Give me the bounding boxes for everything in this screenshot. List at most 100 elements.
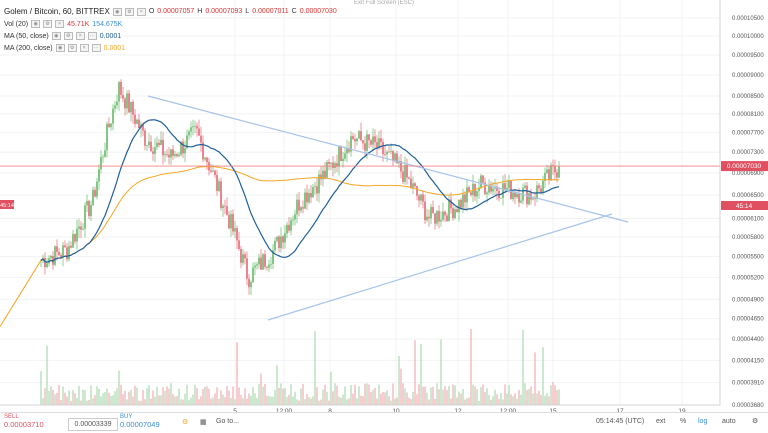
volume-bar [52, 390, 54, 405]
volume-bar [484, 392, 486, 405]
volume-bar [254, 393, 256, 405]
candle-body [310, 192, 312, 198]
x-tick-label: 17 [616, 408, 624, 415]
candle-body [162, 139, 164, 156]
candle-body [416, 186, 418, 196]
volume-bar [488, 394, 490, 405]
volume-bar [444, 386, 446, 405]
ext-toggle[interactable]: ext [656, 418, 666, 425]
goto-button[interactable]: Go to... [216, 418, 239, 425]
open-label: O [148, 8, 155, 15]
volume-legend: Vol (20) ◉ ⚙ × 45.71K 154.675K [4, 20, 122, 28]
candle-body [228, 214, 230, 229]
candle-body [360, 131, 362, 141]
volume-bar [430, 387, 432, 405]
volume-bar [538, 390, 540, 405]
exit-fullscreen-hint[interactable]: Exit Full Screen (ESC) [353, 0, 414, 6]
volume-bar [202, 389, 204, 405]
percent-toggle[interactable]: % [680, 418, 687, 425]
volume-bar [456, 397, 458, 405]
volume-bar [102, 393, 104, 405]
volume-bar [364, 383, 366, 405]
settings-icon[interactable]: ⚙ [43, 20, 53, 28]
close-icon[interactable]: × [136, 7, 146, 16]
candle-body [46, 263, 48, 268]
settings-icon[interactable]: ⚙ [67, 44, 77, 52]
volume-bar [198, 399, 200, 405]
log-toggle[interactable]: log [698, 418, 708, 425]
volume-bar [270, 396, 272, 405]
candle-body [296, 199, 298, 215]
volume-bar [230, 397, 232, 405]
auto-toggle[interactable]: auto [722, 418, 736, 425]
candle-body [370, 140, 372, 145]
volume-bar [288, 394, 290, 405]
volume-bar [308, 396, 310, 405]
candle-body [180, 141, 182, 155]
candle-body [236, 228, 238, 241]
buy-button[interactable]: BUY 0.00007049 [120, 414, 180, 431]
settings-icon[interactable]: ⚙ [124, 7, 134, 16]
candle-body [102, 156, 104, 158]
y-tick-label: 0.00003680 [732, 403, 764, 409]
candle-body [204, 157, 206, 160]
candle-body [392, 151, 394, 162]
volume-bar [92, 398, 94, 405]
candle-body [274, 240, 276, 251]
candle-body [390, 151, 392, 152]
close-icon[interactable]: × [75, 32, 85, 40]
close-icon[interactable]: × [55, 20, 65, 28]
volume-bar [188, 399, 190, 405]
candle-body [490, 185, 492, 192]
volume-bar [86, 400, 88, 405]
candle-body [282, 236, 284, 243]
candle-body [286, 224, 288, 234]
volume-bar [542, 347, 544, 405]
candle-body [468, 187, 470, 193]
volume-bar [182, 399, 184, 405]
volume-bar [438, 389, 440, 405]
volume-bar [48, 390, 50, 405]
y-tick-label: 0.00006100 [732, 216, 764, 222]
candle-body [194, 125, 196, 127]
volume-bar [424, 386, 426, 405]
volume-bars [40, 329, 560, 405]
more-icon[interactable]: ⋯ [91, 44, 101, 52]
candle-body [456, 209, 458, 213]
gear-icon[interactable]: ⚙ [182, 419, 189, 426]
candle-body [340, 146, 342, 162]
volume-bar [54, 394, 56, 405]
settings-icon[interactable]: ⚙ [63, 32, 73, 40]
candle-body [268, 264, 270, 268]
candle-body [90, 205, 92, 217]
eye-icon[interactable]: ◉ [55, 44, 65, 52]
candle-body [80, 226, 82, 230]
candle-body [406, 164, 408, 178]
more-icon[interactable]: ⋯ [87, 32, 97, 40]
volume-bar [558, 389, 560, 405]
candle-body [294, 214, 296, 220]
volume-bar [372, 389, 374, 405]
candle-body [306, 192, 308, 203]
candle-body [58, 251, 60, 256]
calendar-icon[interactable]: ▦ [200, 419, 207, 426]
settings-icon[interactable]: ⚙ [752, 418, 759, 425]
volume-bar [240, 394, 242, 405]
volume-bar [500, 393, 502, 405]
candle-body [226, 206, 228, 215]
candle-body [504, 183, 506, 190]
eye-icon[interactable]: ◉ [31, 20, 41, 28]
ma200-label: MA (200, close) [4, 44, 53, 52]
volume-bar [460, 393, 462, 405]
candle-body [548, 169, 550, 180]
eye-icon[interactable]: ◉ [51, 32, 61, 40]
y-tick-label: 0.00005500 [732, 255, 764, 261]
close-icon[interactable]: × [79, 44, 89, 52]
candle-body [520, 200, 522, 203]
eye-icon[interactable]: ◉ [112, 7, 122, 16]
candle-body [422, 194, 424, 202]
sell-button[interactable]: SELL 0.00003710 [4, 414, 64, 431]
candle-body [278, 236, 280, 249]
candle-body [388, 151, 390, 153]
